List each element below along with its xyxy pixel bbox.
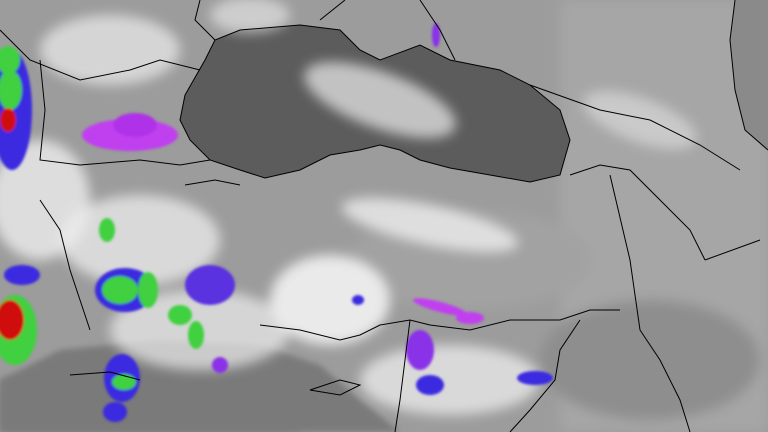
mediterranean-sea <box>0 340 400 432</box>
caspian-sea <box>730 0 768 150</box>
storm-cells <box>0 23 553 422</box>
